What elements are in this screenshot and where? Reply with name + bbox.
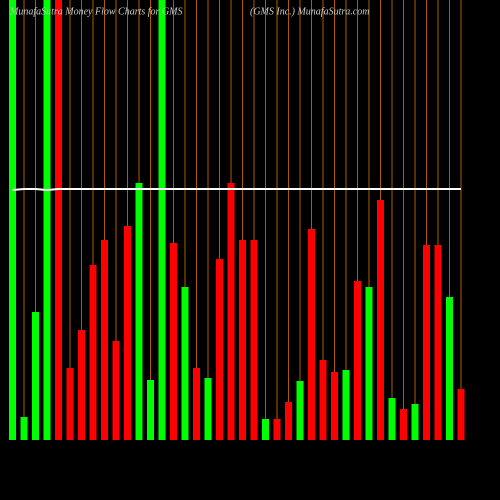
chart-title: MunafaSutra Money Flow Charts for GMS	[9, 6, 183, 17]
bar	[181, 287, 189, 440]
bar	[9, 0, 16, 440]
bar	[216, 259, 223, 440]
bar	[354, 281, 361, 440]
bar	[446, 297, 453, 440]
bar	[423, 245, 430, 440]
bar	[331, 372, 338, 440]
bar	[365, 287, 373, 440]
bars	[9, 0, 465, 440]
bar	[66, 368, 74, 440]
bar	[170, 243, 177, 440]
bar	[124, 226, 131, 440]
bar	[227, 183, 235, 440]
bar	[411, 404, 419, 440]
bar	[457, 389, 465, 440]
bar	[55, 0, 62, 440]
bar	[193, 368, 200, 440]
bar	[434, 245, 442, 440]
bar	[112, 341, 120, 440]
bar	[135, 183, 143, 440]
flow-line	[12, 188, 461, 192]
bar	[400, 409, 407, 440]
bar	[204, 378, 212, 440]
bar	[250, 240, 258, 440]
bar	[342, 370, 350, 440]
bar	[308, 229, 315, 440]
bar	[273, 419, 281, 440]
bar	[158, 0, 166, 440]
bar	[285, 402, 292, 440]
bar	[296, 381, 304, 440]
bar	[377, 200, 384, 440]
bar	[239, 240, 246, 440]
bar	[319, 360, 327, 440]
bar	[89, 265, 97, 440]
bar	[32, 312, 39, 440]
bar	[78, 330, 85, 440]
chart-subtitle: (GMS Inc.) MunafaSutra.com	[250, 6, 369, 17]
bar	[147, 380, 154, 440]
bar	[388, 398, 396, 440]
bar	[101, 240, 108, 440]
bar	[262, 419, 269, 440]
bar	[20, 417, 28, 440]
bar	[43, 0, 51, 440]
